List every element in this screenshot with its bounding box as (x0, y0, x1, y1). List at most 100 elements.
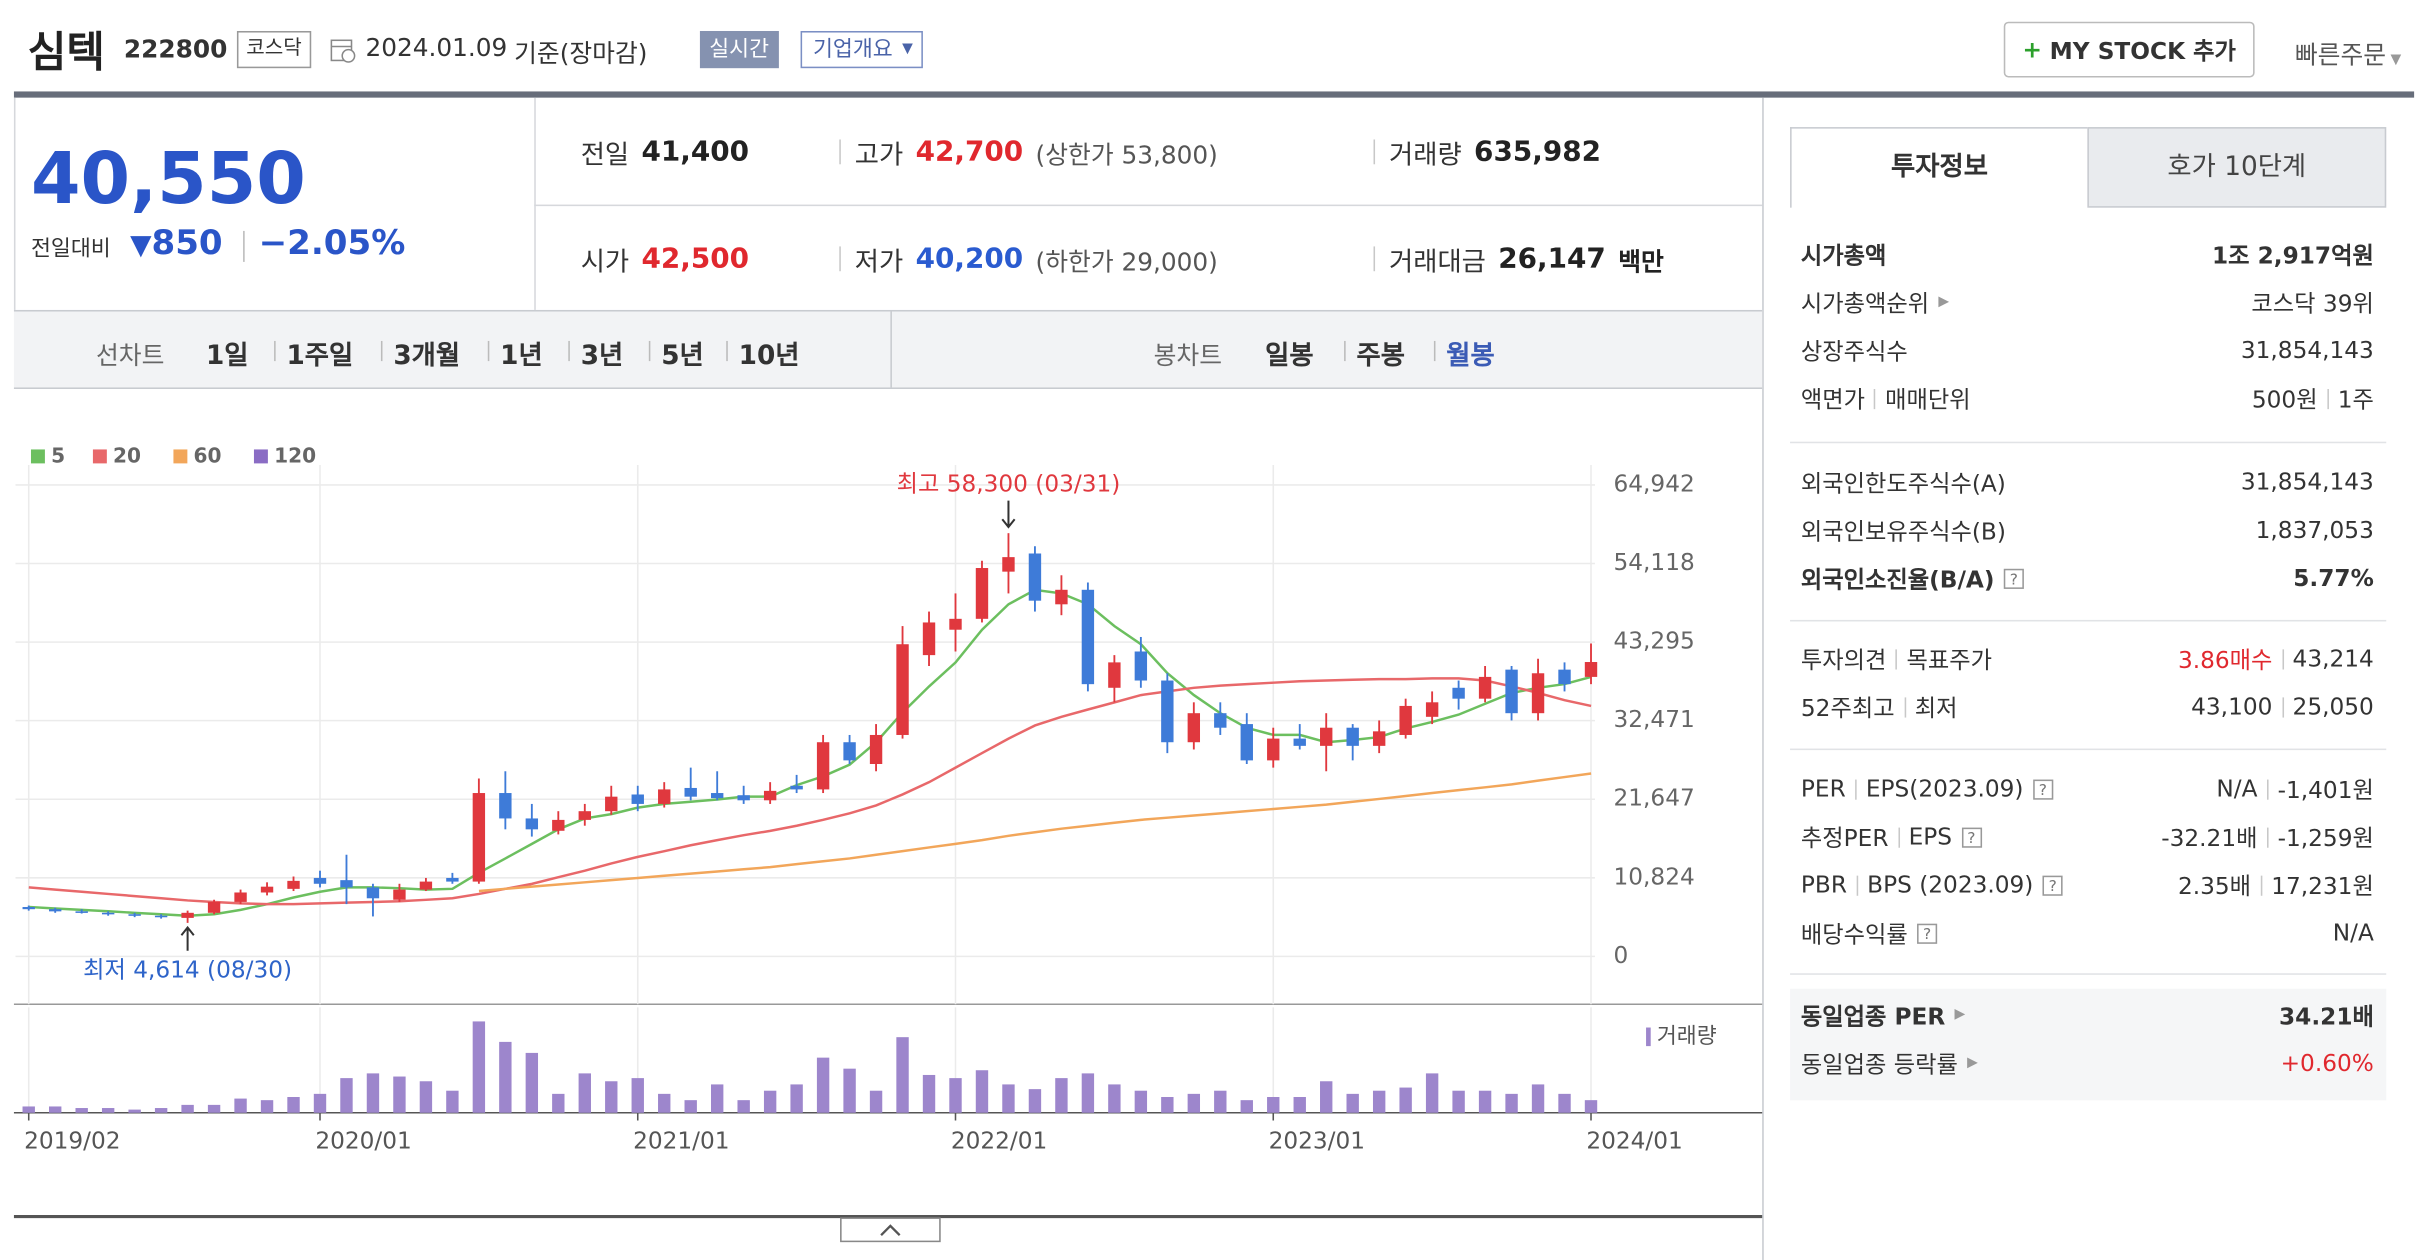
candle-body (763, 790, 777, 801)
volume-bar (843, 1068, 856, 1113)
moving-average-line (28, 677, 1592, 906)
separator (243, 230, 245, 262)
info-value: 43,214 (2292, 644, 2374, 673)
company-button[interactable]: 기업개요 ▼ (800, 30, 923, 69)
candle-body (869, 734, 883, 765)
info-label: 배당수익률 (1800, 919, 1908, 948)
info-value: 2.35배 (2177, 871, 2252, 900)
change-label: 전일대비 (30, 237, 111, 262)
y-tick-label: 43,295 (1614, 628, 1695, 655)
info-label: 외국인소진율(B/A) (1800, 564, 1995, 593)
candle-tab[interactable]: 일봉 (1265, 340, 1314, 372)
period-tab[interactable]: 1주일 (286, 340, 354, 372)
base-note: 기준(장마감) (514, 38, 648, 69)
candle-body (1293, 738, 1306, 746)
info-label: 상장주식수 (1800, 337, 1908, 365)
separator (839, 246, 841, 272)
volume-bar (658, 1093, 671, 1113)
candle-body (631, 794, 644, 804)
y-tick-label: 0 (1614, 942, 1629, 969)
moving-average-line (28, 588, 1592, 918)
volume-bar (1240, 1100, 1253, 1113)
divider (1790, 748, 2387, 751)
volume-legend-swatch (1646, 1027, 1651, 1047)
realtime-button[interactable]: 실시간 (699, 30, 779, 69)
info-values: 31,854,143 (2241, 468, 2374, 496)
quote-label: 전일 (580, 140, 630, 172)
volume-bar (1055, 1078, 1068, 1113)
info-labels: PER EPS(2023.09)? (1801, 775, 2053, 803)
candle-body (1558, 669, 1571, 685)
help-icon[interactable]: ? (1917, 922, 1938, 944)
legend-label: 20 (113, 444, 141, 468)
info-value: 17,231원 (2271, 871, 2374, 900)
candle-body (1002, 557, 1015, 572)
candle-body (128, 914, 141, 916)
info-labels: PBR BPS (2023.09)? (1801, 871, 2063, 899)
volume-bar (366, 1073, 380, 1113)
help-icon[interactable]: ? (2003, 568, 2024, 589)
x-tick-label: 2023/01 (1269, 1128, 1365, 1155)
period-tab[interactable]: 1년 (500, 340, 543, 372)
my-stock-button[interactable]: + MY STOCK 추가 (2003, 21, 2255, 78)
info-value: 5.77% (2293, 564, 2374, 593)
quote-item: 시가 42,500 (581, 239, 749, 279)
candle-body (1452, 687, 1465, 699)
quote-note: (하한가 29,000) (1035, 246, 1218, 276)
quick-order[interactable]: 빠른주문 ▼ (2295, 34, 2401, 71)
candle-body (710, 793, 724, 799)
candle-body (22, 907, 35, 910)
separator (2266, 778, 2269, 799)
quote-item: 고가 42,700 (상한가 53,800) (855, 133, 1218, 172)
info-row: 52주최고 최저 43,100 25,050 (1801, 685, 2374, 728)
info-value: -1,401원 (2277, 775, 2374, 804)
quote-item: 저가 40,200 (하한가 29,000) (855, 239, 1218, 279)
info-label: 매매단위 (1885, 385, 1971, 414)
base-date: 2024.01.09 (365, 32, 508, 62)
info-values: 500원 1주 (2252, 382, 2374, 415)
volume-bar (1531, 1084, 1545, 1113)
info-labels: 외국인한도주식수(A) (1801, 466, 2006, 499)
info-label: 목표주가 (1906, 645, 1992, 674)
help-icon[interactable]: ? (2042, 874, 2063, 896)
info-label: BPS (2023.09) (1867, 870, 2034, 899)
info-value: 25,050 (2292, 692, 2374, 721)
period-tab[interactable]: 3년 (580, 340, 624, 372)
candle-body (816, 742, 830, 790)
info-row: 외국인한도주식수(A) 31,854,143 (1801, 460, 2374, 503)
divider (890, 311, 892, 388)
candle-body (1399, 705, 1412, 735)
arrow-icon: ▶ (1954, 1007, 1966, 1023)
help-icon[interactable]: ? (2032, 778, 2053, 799)
separator (568, 340, 570, 362)
info-labels: 시가총액 (1801, 238, 1886, 271)
info-labels: 외국인소진율(B/A)? (1801, 562, 2024, 595)
candle-tab[interactable]: 월봉 (1446, 340, 1495, 372)
volume-bar (340, 1078, 353, 1113)
volume-bar (816, 1057, 830, 1113)
calendar-icon (330, 39, 356, 63)
candle-body (101, 912, 115, 915)
period-tab[interactable]: 10년 (738, 340, 800, 372)
y-tick-label: 32,471 (1614, 706, 1695, 733)
quote-value: 635,982 (1474, 135, 1602, 169)
volume-bar (869, 1090, 883, 1113)
help-icon[interactable]: ? (1961, 826, 1982, 847)
info-tab[interactable]: 투자정보 (1790, 127, 2088, 208)
info-values: 31,854,143 (2241, 336, 2374, 364)
volume-bar (472, 1021, 486, 1113)
candle-body (684, 787, 697, 797)
collapse-button[interactable] (840, 1217, 941, 1243)
candle-body (207, 901, 221, 913)
volume-bar (75, 1108, 88, 1113)
candle-body (1320, 727, 1333, 746)
info-tab[interactable]: 호가 10단계 (2087, 127, 2387, 208)
period-tab[interactable]: 3개월 (393, 340, 461, 372)
candle-body (234, 892, 247, 902)
period-tab[interactable]: 5년 (661, 340, 704, 372)
candle-tab[interactable]: 주봉 (1356, 340, 1405, 372)
separator (1855, 778, 1857, 799)
volume-bar (1558, 1093, 1571, 1113)
info-values: 2.35배 17,231원 (2178, 869, 2374, 902)
period-tab[interactable]: 1일 (205, 340, 249, 372)
